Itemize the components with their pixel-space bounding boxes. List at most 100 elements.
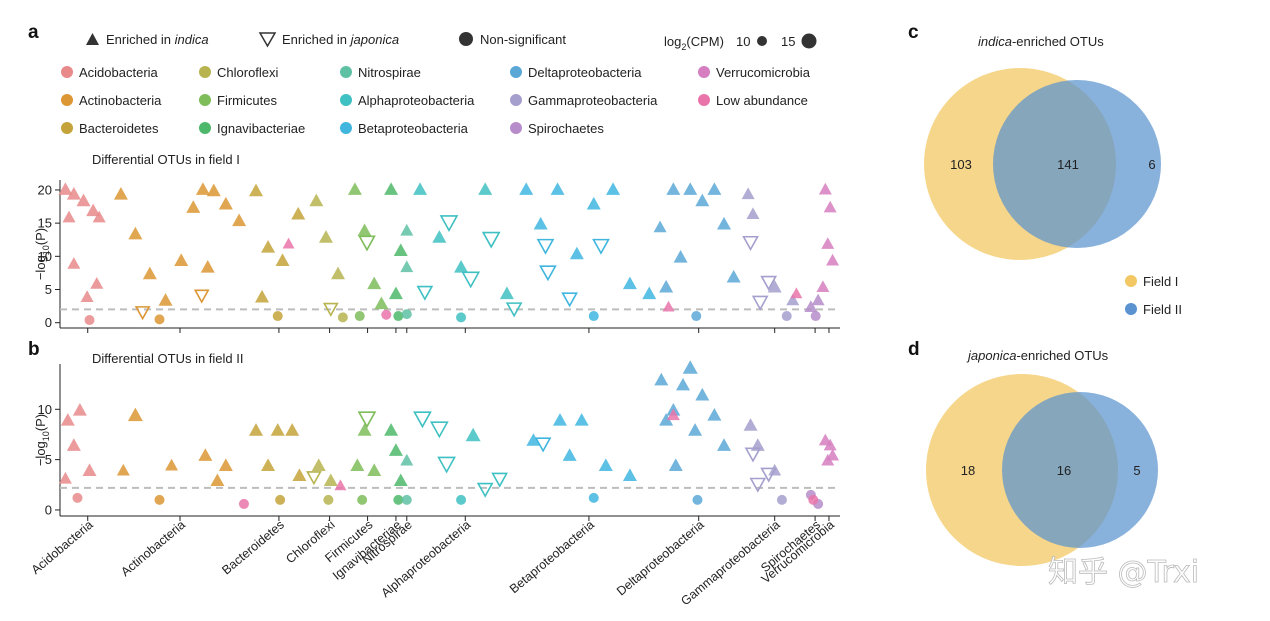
venn-indica-field2-only: 6 (1148, 157, 1155, 172)
legend-dot-deltaproteobacteria-icon (510, 66, 522, 78)
otu-point-indica-actinobacteria (200, 259, 215, 273)
legend-label-verrucomicrobia: Verrucomicrobia (716, 65, 811, 80)
otu-point-indica-deltaproteobacteria (659, 413, 674, 426)
panel-a-ytick-label: 10 (38, 249, 52, 264)
otu-point-indica-low-abundance (334, 479, 347, 491)
panel-a-title: Differential OTUs in field I (92, 152, 240, 167)
legend-dot-chloroflexi-icon (199, 66, 211, 78)
otu-point-indica-ignavibacteriae (388, 443, 403, 456)
venn-indica-field1-only: 103 (950, 157, 972, 172)
legend-label-low-abundance: Low abundance (716, 93, 808, 108)
field1-legend-label: Field I (1143, 274, 1178, 289)
panel-b-ytick-label: 0 (45, 502, 52, 517)
field2-legend-dot-icon (1125, 303, 1137, 315)
otu-point-indica-actinobacteria (158, 293, 173, 306)
otu-point-indica-alphaproteobacteria (478, 182, 493, 195)
otu-point-indica-acidobacteria (60, 413, 75, 426)
otu-point-indica-deltaproteobacteria (682, 360, 698, 374)
otu-point-indica-deltaproteobacteria (726, 269, 741, 283)
otu-point-indica-acidobacteria (72, 402, 87, 416)
otu-point-indica-betaproteobacteria (550, 182, 565, 195)
panel-b-ytick-label: 10 (38, 402, 52, 417)
otu-point-indica-chloroflexi (331, 266, 346, 280)
otu-point-indica-chloroflexi (311, 458, 326, 471)
legend-label-nitrospirae: Nitrospirae (358, 65, 421, 80)
otu-point-japonica-alphaproteobacteria (429, 421, 449, 439)
otu-point-indica-firmicutes (367, 463, 382, 476)
otu-point-indica-verrucomicrobia (826, 253, 840, 266)
otu-point-japonica-gammaproteobacteria (744, 447, 762, 463)
otu-point-japonica-gammaproteobacteria (760, 275, 778, 291)
field1-legend-dot-icon (1125, 275, 1137, 287)
venn-legend: Field I Field II (1125, 274, 1182, 317)
category-label-betaproteobacteria: Betaproteobacteria (507, 518, 597, 597)
otu-point-indica-bacteroidetes (270, 423, 285, 436)
otu-point-japonica-betaproteobacteria (592, 238, 610, 255)
otu-point-indica-alphaproteobacteria (499, 286, 514, 300)
otu-point-indica-low-abundance (790, 287, 803, 299)
otu-point-indica-low-abundance (662, 300, 675, 312)
otu-point-indica-spirochaetes (811, 293, 825, 306)
otu-point-ns-bacteroidetes (275, 494, 286, 505)
otu-point-indica-acidobacteria (58, 471, 72, 484)
otu-point-indica-actinobacteria (128, 226, 143, 240)
otu-point-indica-betaproteobacteria (526, 433, 541, 446)
otu-point-japonica-alphaproteobacteria (439, 215, 459, 232)
otu-point-ns-alphaproteobacteria (456, 494, 467, 505)
otu-point-japonica-chloroflexi (306, 471, 322, 486)
otu-point-japonica-alphaproteobacteria (505, 302, 523, 318)
legend-label-chloroflexi: Chloroflexi (217, 65, 279, 80)
panel-label-b: b (28, 339, 40, 360)
otu-point-indica-low-abundance (666, 408, 680, 421)
otu-point-indica-alphaproteobacteria (454, 259, 469, 273)
watermark: 知乎 @Trxi (1048, 555, 1199, 590)
otu-point-indica-ignavibacteriae (388, 286, 403, 300)
otu-point-ns-acidobacteria (84, 315, 95, 326)
otu-point-ns-spirochaetes (810, 311, 821, 322)
otu-point-indica-betaproteobacteria (622, 276, 637, 290)
otu-point-japonica-gammaproteobacteria (760, 467, 778, 483)
otu-point-indica-low-abundance (282, 237, 295, 249)
legend-dot-verrucomicrobia-icon (698, 66, 710, 78)
otu-point-indica-betaproteobacteria (569, 246, 584, 260)
otu-point-ns-betaproteobacteria (588, 492, 599, 503)
otu-point-japonica-alphaproteobacteria (416, 285, 434, 301)
otu-point-japonica-betaproteobacteria (539, 265, 557, 282)
field2-legend-label: Field II (1143, 302, 1182, 317)
panel-a-y-axis-label: −log10(P) (33, 228, 51, 280)
marker-legend: Enriched in indica Enriched in japonica … (86, 32, 817, 52)
otu-point-indica-chloroflexi (323, 473, 338, 487)
otu-point-indica-firmicutes (350, 458, 365, 471)
legend-dot-acidobacteria-icon (61, 66, 73, 78)
otu-point-indica-acidobacteria (90, 277, 104, 289)
otu-point-indica-firmicutes (347, 182, 362, 195)
panel-label-a: a (28, 22, 39, 43)
legend-label-actinobacteria: Actinobacteria (79, 93, 162, 108)
panel-label-c: c (908, 22, 919, 43)
otu-point-indica-verrucomicrobia (823, 438, 837, 451)
otu-point-indica-actinobacteria (174, 253, 189, 266)
otu-point-indica-bacteroidetes (249, 423, 263, 436)
otu-point-japonica-alphaproteobacteria (461, 271, 481, 289)
otu-point-indica-verrucomicrobia (821, 237, 835, 249)
venn-japonica-field1-only: 18 (961, 463, 975, 478)
otu-point-japonica-alphaproteobacteria (491, 472, 509, 488)
otu-point-indica-bacteroidetes (275, 253, 290, 266)
otu-point-ns-low-abundance (381, 309, 392, 320)
venn-indica-intersection: 141 (1057, 157, 1079, 172)
otu-point-indica-gammaproteobacteria (743, 418, 758, 431)
otu-point-indica-deltaproteobacteria (683, 182, 698, 195)
legend-dot-firmicutes-icon (199, 94, 211, 106)
otu-point-japonica-firmicutes (358, 235, 376, 252)
otu-point-indica-acidobacteria (66, 186, 81, 200)
indica-triangle-icon (86, 33, 99, 45)
otu-point-indica-actinobacteria (113, 186, 128, 200)
otu-point-indica-deltaproteobacteria (666, 182, 681, 195)
otu-point-indica-ignavibacteriae (393, 473, 408, 487)
otu-point-japonica-betaproteobacteria (536, 238, 555, 255)
otu-point-indica-actinobacteria (195, 182, 210, 195)
otu-point-japonica-alphaproteobacteria (437, 456, 456, 474)
otu-point-indica-actinobacteria (218, 196, 233, 210)
panel-b-y-axis-label: −log10(P) (33, 414, 51, 466)
